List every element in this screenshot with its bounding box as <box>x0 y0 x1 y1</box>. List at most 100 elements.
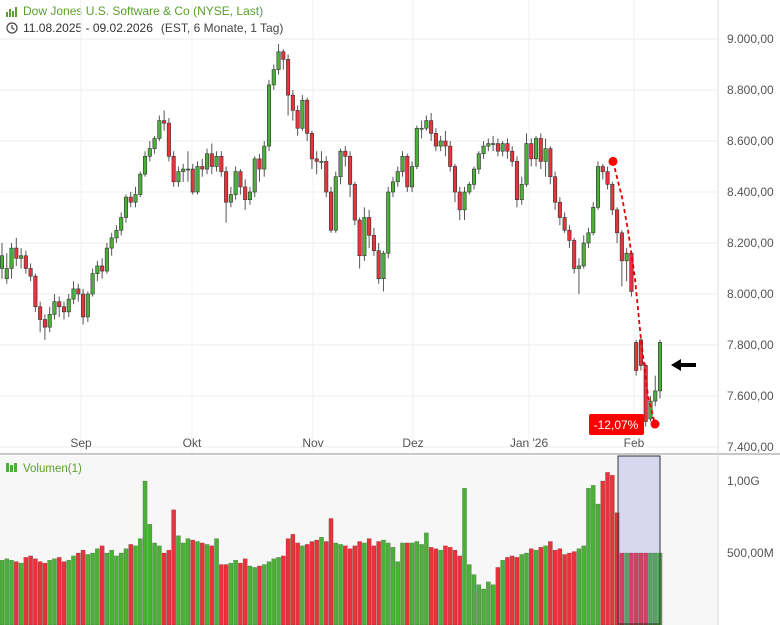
candle-body[interactable] <box>205 153 210 170</box>
volume-bar[interactable] <box>652 552 658 625</box>
volume-bar[interactable] <box>362 542 367 625</box>
candle-body[interactable] <box>224 171 229 203</box>
volume-bar[interactable] <box>281 555 286 625</box>
candle-body[interactable] <box>328 191 334 231</box>
candle-body[interactable] <box>343 150 348 157</box>
volume-bar[interactable] <box>75 552 81 625</box>
volume-bar[interactable] <box>157 545 162 625</box>
candle-body[interactable] <box>219 156 224 172</box>
volume-bar[interactable] <box>257 565 262 625</box>
candle-body[interactable] <box>438 140 443 147</box>
candle-body[interactable] <box>572 240 577 269</box>
candle-body[interactable] <box>128 196 133 203</box>
volume-bar[interactable] <box>562 554 567 625</box>
volume-bar[interactable] <box>137 538 143 625</box>
volume-bar[interactable] <box>476 584 482 625</box>
volume-bar[interactable] <box>37 561 43 625</box>
volume-bar[interactable] <box>28 555 33 625</box>
volume-bar[interactable] <box>619 552 625 625</box>
volume-bar[interactable] <box>428 547 434 625</box>
volume-bar[interactable] <box>0 560 5 625</box>
candle-body[interactable] <box>190 168 195 193</box>
volume-bar[interactable] <box>390 547 396 625</box>
volume-bar[interactable] <box>352 545 358 625</box>
candle-body[interactable] <box>605 171 610 185</box>
volume-bar[interactable] <box>433 548 439 625</box>
volume-bar[interactable] <box>466 564 472 625</box>
volume-bar[interactable] <box>199 542 205 625</box>
volume-bar[interactable] <box>47 560 52 625</box>
candle-body[interactable] <box>42 319 47 328</box>
candle-body[interactable] <box>581 242 586 267</box>
volume-bar[interactable] <box>85 554 91 625</box>
candle-body[interactable] <box>324 161 329 193</box>
volume-bar[interactable] <box>323 541 329 625</box>
candle-body[interactable] <box>162 120 167 124</box>
volume-bar[interactable] <box>95 548 100 625</box>
volume-bar[interactable] <box>247 565 253 625</box>
candle-body[interactable] <box>295 110 300 129</box>
candle-body[interactable] <box>33 275 38 308</box>
volume-bar[interactable] <box>514 557 520 625</box>
volume-bar[interactable] <box>571 551 577 625</box>
volume-bar[interactable] <box>347 548 353 625</box>
volume-bar[interactable] <box>61 561 67 625</box>
candle-body[interactable] <box>653 390 658 402</box>
volume-bar[interactable] <box>219 564 224 625</box>
candle-body[interactable] <box>314 158 319 162</box>
volume-bar[interactable] <box>195 541 200 625</box>
volume-bar[interactable] <box>42 562 48 625</box>
volume-bar[interactable] <box>276 557 281 625</box>
candle-body[interactable] <box>181 168 186 172</box>
volume-bar[interactable] <box>266 561 272 625</box>
volume-bar[interactable] <box>300 545 305 625</box>
candle-body[interactable] <box>171 156 176 183</box>
candle-body[interactable] <box>491 143 496 145</box>
volume-bar[interactable] <box>228 562 234 625</box>
volume-bar[interactable] <box>71 555 76 625</box>
volume-bar[interactable] <box>600 480 606 625</box>
candle-body[interactable] <box>228 194 233 203</box>
candle-body[interactable] <box>19 255 24 259</box>
volume-bar[interactable] <box>180 542 186 625</box>
volume-bar[interactable] <box>629 552 634 625</box>
candle-body[interactable] <box>81 293 86 318</box>
volume-bar[interactable] <box>385 542 391 625</box>
volume-bar[interactable] <box>409 542 415 625</box>
volume-bar[interactable] <box>509 555 515 625</box>
candle-body[interactable] <box>371 235 376 251</box>
candle-body[interactable] <box>514 161 519 200</box>
volume-bar[interactable] <box>552 549 558 625</box>
volume-bar[interactable] <box>490 584 496 625</box>
volume-bar[interactable] <box>400 542 405 625</box>
volume-bar[interactable] <box>133 545 138 625</box>
candle-body[interactable] <box>152 138 157 149</box>
candle-body[interactable] <box>28 268 33 277</box>
candle-body[interactable] <box>100 265 105 272</box>
candle-body[interactable] <box>257 158 262 170</box>
volume-bar[interactable] <box>495 567 501 625</box>
candle-body[interactable] <box>262 145 267 170</box>
candle-body[interactable] <box>429 120 434 134</box>
candle-body[interactable] <box>586 232 591 244</box>
candle-body[interactable] <box>200 166 205 170</box>
volume-bar[interactable] <box>9 560 14 625</box>
volume-bar[interactable] <box>486 581 491 625</box>
candle-body[interactable] <box>71 288 76 300</box>
candle-body[interactable] <box>243 186 248 200</box>
candle-body[interactable] <box>548 148 553 177</box>
volume-bar[interactable] <box>557 548 563 625</box>
volume-bar[interactable] <box>14 561 19 625</box>
candle-body[interactable] <box>123 196 128 218</box>
candle-body[interactable] <box>119 217 124 231</box>
candle-body[interactable] <box>557 201 562 218</box>
candle-body[interactable] <box>333 176 338 231</box>
candle-body[interactable] <box>424 120 429 129</box>
candle-body[interactable] <box>405 156 410 188</box>
candle-body[interactable] <box>90 273 95 295</box>
candle-body[interactable] <box>395 171 400 183</box>
candle-body[interactable] <box>576 265 581 269</box>
candle-body[interactable] <box>23 255 28 269</box>
volume-bar[interactable] <box>452 549 458 625</box>
